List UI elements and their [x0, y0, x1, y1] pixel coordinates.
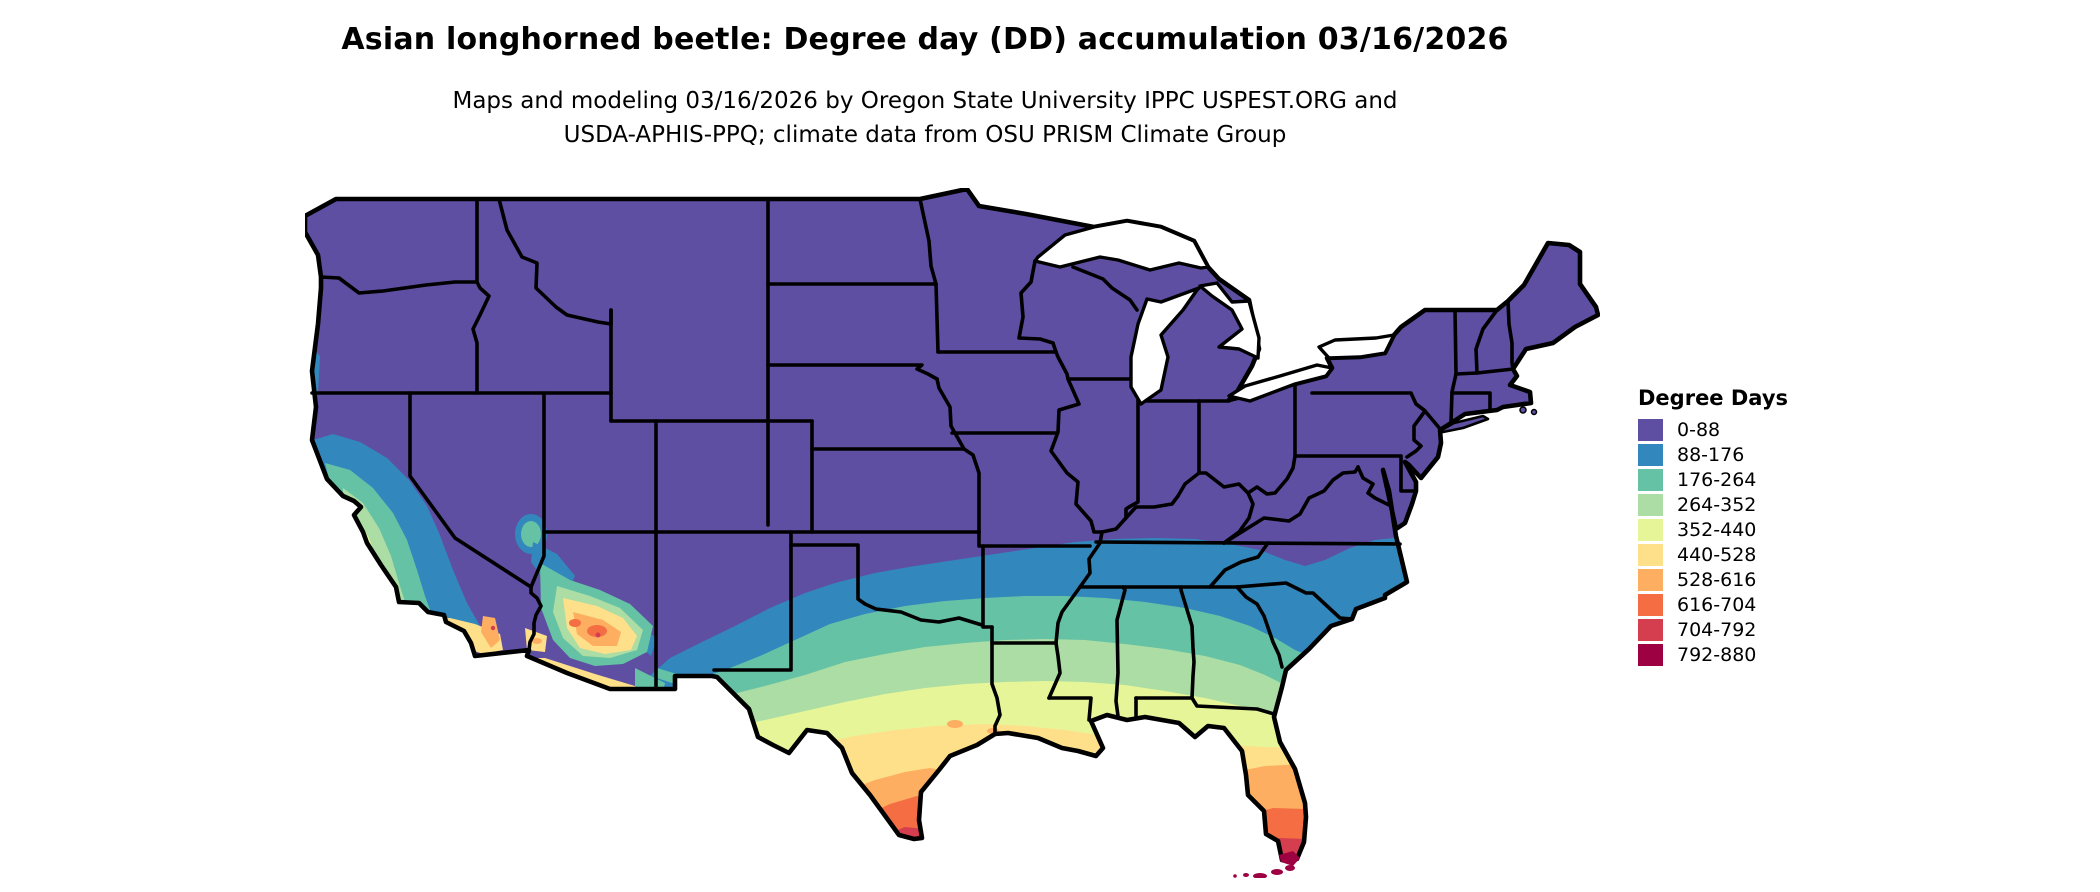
- legend-row: 352-440: [1638, 519, 1788, 541]
- lake-erie: [1227, 363, 1334, 403]
- subtitle-line-1: Maps and modeling 03/16/2026 by Oregon S…: [452, 88, 1398, 114]
- legend-label-1: 88-176: [1677, 444, 1745, 466]
- legend-label-8: 704-792: [1677, 619, 1757, 641]
- legend-swatch-7: [1638, 594, 1663, 616]
- us-degree-day-map: [302, 186, 1601, 879]
- legend-swatch-9: [1638, 644, 1663, 666]
- lake-superior: [1033, 219, 1210, 272]
- legend-label-9: 792-880: [1677, 644, 1757, 666]
- legend-label-3: 264-352: [1677, 494, 1757, 516]
- conus-outline: [302, 186, 1601, 863]
- legend-label-0: 0-88: [1677, 419, 1721, 441]
- legend-swatch-0: [1638, 419, 1663, 441]
- lake-huron: [1198, 281, 1261, 360]
- legend-swatch-1: [1638, 444, 1663, 466]
- state-borders: [310, 197, 1515, 736]
- legend-label-7: 616-704: [1677, 594, 1757, 616]
- legend-row: 528-616: [1638, 569, 1788, 591]
- lake-michigan: [1129, 286, 1201, 406]
- legend-label-2: 176-264: [1677, 469, 1757, 491]
- figure-subtitle: Maps and modeling 03/16/2026 by Oregon S…: [0, 84, 1850, 152]
- legend-row: 704-792: [1638, 619, 1788, 641]
- great-lakes: [1033, 219, 1396, 406]
- legend-label-5: 440-528: [1677, 544, 1757, 566]
- legend-label-6: 528-616: [1677, 569, 1757, 591]
- legend-swatch-8: [1638, 619, 1663, 641]
- legend-title: Degree Days: [1638, 386, 1789, 410]
- legend-label-4: 352-440: [1677, 519, 1757, 541]
- legend-row: 176-264: [1638, 469, 1788, 491]
- legend-row: 792-880: [1638, 644, 1788, 666]
- subtitle-line-2: USDA-APHIS-PPQ; climate data from OSU PR…: [563, 122, 1287, 148]
- legend-row: 88-176: [1638, 444, 1788, 466]
- legend-row: 264-352: [1638, 494, 1788, 516]
- legend-swatch-4: [1638, 519, 1663, 541]
- legend-swatch-5: [1638, 544, 1663, 566]
- legend-row: 0-88: [1638, 419, 1788, 441]
- us-map-svg: [302, 186, 1601, 879]
- legend-row: 616-704: [1638, 594, 1788, 616]
- coastal-islands: [1438, 406, 1538, 434]
- legend-swatch-3: [1638, 494, 1663, 516]
- lake-ontario: [1317, 333, 1396, 360]
- legend-row: 440-528: [1638, 544, 1788, 566]
- page-title: Asian longhorned beetle: Degree day (DD)…: [341, 22, 1509, 57]
- legend-swatch-6: [1638, 569, 1663, 591]
- florida-keys: [1233, 851, 1300, 879]
- legend-swatch-2: [1638, 469, 1663, 491]
- legend: Degree Days 0-88 88-176 176-264 264-352 …: [1638, 386, 1788, 669]
